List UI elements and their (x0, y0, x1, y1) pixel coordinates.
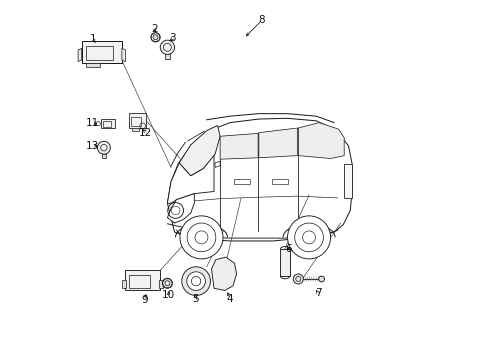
Bar (102, 121, 110, 127)
Bar (125, 270, 159, 291)
Circle shape (97, 141, 110, 154)
Circle shape (318, 276, 324, 282)
Text: 5: 5 (191, 294, 198, 304)
Text: 4: 4 (226, 294, 233, 304)
Text: 6: 6 (285, 244, 291, 254)
Text: 2: 2 (151, 24, 158, 34)
Text: 12: 12 (139, 128, 152, 138)
Circle shape (162, 278, 172, 288)
Circle shape (186, 272, 205, 291)
Bar (159, 280, 163, 288)
Bar (86, 46, 113, 60)
Bar (234, 179, 249, 184)
Circle shape (287, 216, 330, 259)
Polygon shape (167, 194, 194, 223)
Polygon shape (167, 154, 214, 203)
Circle shape (182, 267, 210, 296)
Polygon shape (211, 257, 236, 291)
Text: 3: 3 (169, 33, 176, 43)
Text: 10: 10 (162, 291, 175, 301)
Bar (129, 275, 149, 288)
Bar (122, 280, 126, 288)
Bar (82, 41, 122, 63)
Bar (131, 117, 141, 126)
Bar (132, 128, 139, 131)
Bar (272, 179, 287, 184)
Polygon shape (78, 48, 81, 62)
Circle shape (293, 274, 303, 284)
Text: 11: 11 (85, 118, 99, 128)
Text: 7: 7 (314, 288, 321, 298)
Bar (101, 119, 115, 128)
Bar (164, 54, 170, 59)
Bar (102, 154, 106, 158)
Polygon shape (167, 118, 351, 241)
Polygon shape (298, 123, 344, 158)
Text: 9: 9 (141, 295, 148, 305)
Bar (129, 113, 146, 128)
Bar (344, 164, 351, 198)
Circle shape (180, 216, 223, 259)
Polygon shape (220, 134, 258, 159)
Text: 13: 13 (85, 140, 99, 150)
Text: 8: 8 (258, 15, 264, 26)
Circle shape (160, 40, 174, 54)
Bar (280, 249, 289, 276)
Bar (86, 63, 100, 67)
Polygon shape (215, 161, 220, 167)
Polygon shape (179, 126, 220, 176)
Text: 1: 1 (90, 35, 96, 44)
Polygon shape (258, 128, 297, 158)
Circle shape (153, 35, 158, 40)
Polygon shape (122, 48, 125, 62)
